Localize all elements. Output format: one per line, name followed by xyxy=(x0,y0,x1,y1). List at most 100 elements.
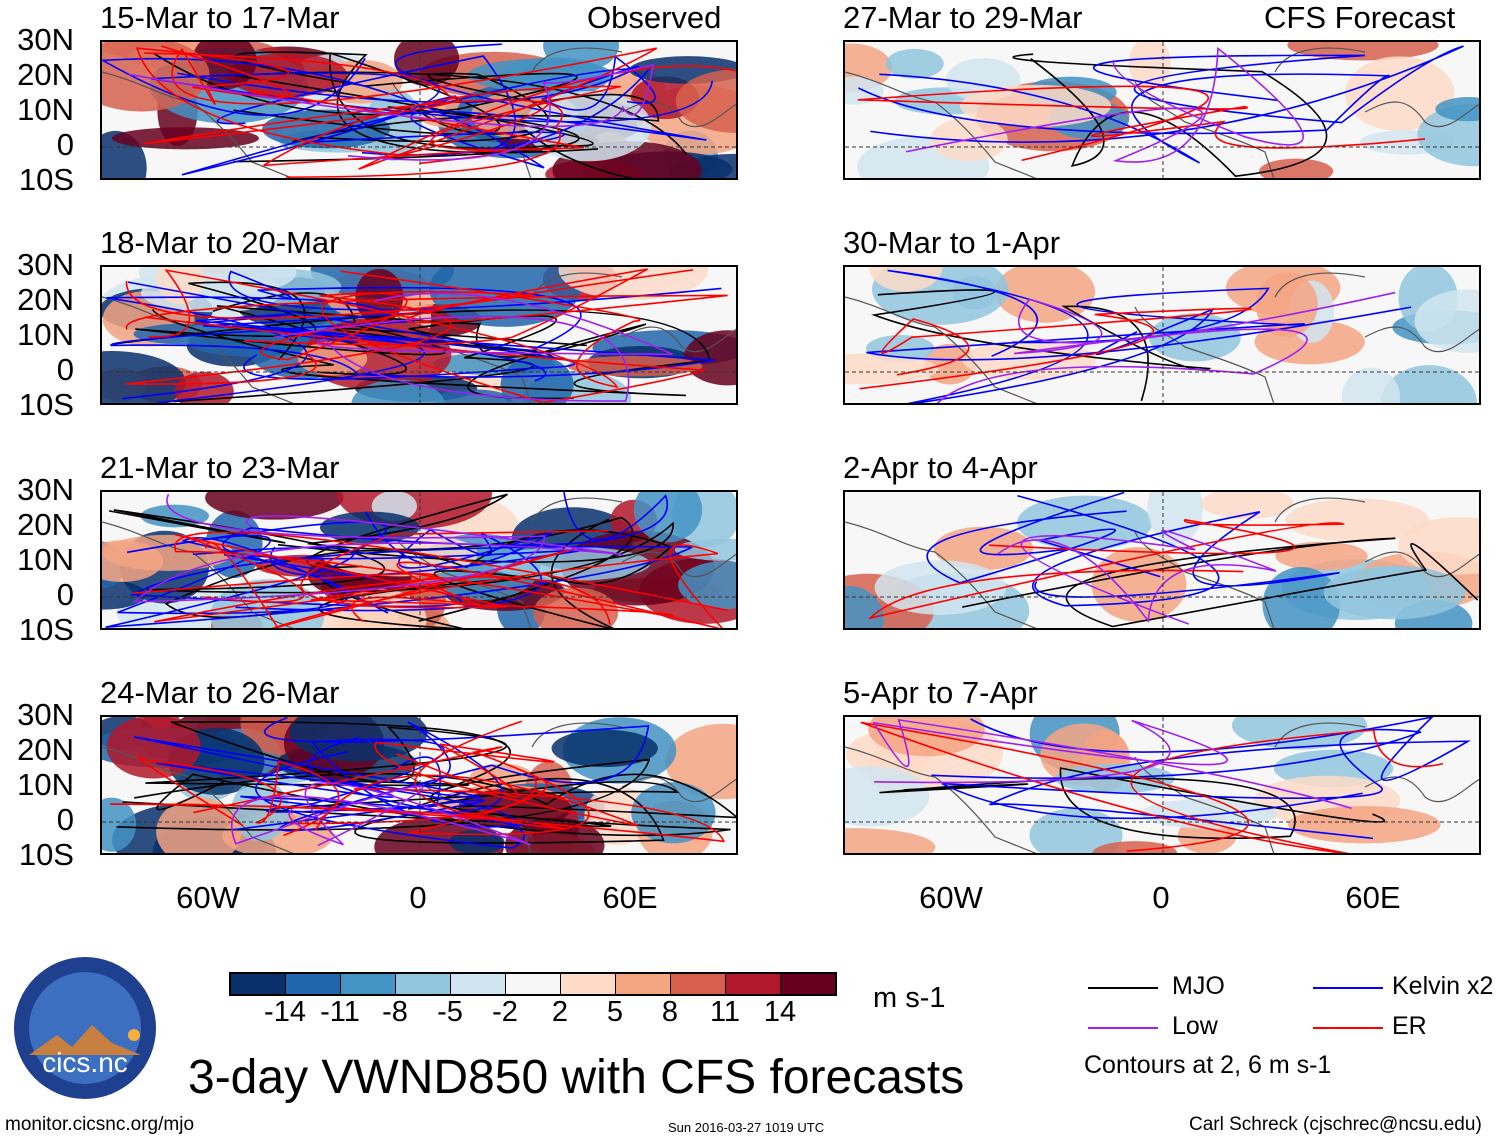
colorbar-swatch xyxy=(341,974,396,994)
contour-line xyxy=(173,315,587,403)
observed-map-panel xyxy=(100,715,738,855)
coastline xyxy=(102,272,736,403)
footer-author: Carl Schreck (cjschrec@ncsu.edu) xyxy=(1189,1114,1482,1135)
contour-line xyxy=(1017,494,1340,607)
footer-timestamp: Sun 2016-03-27 1019 UTC xyxy=(668,1120,825,1135)
contour-line xyxy=(135,45,552,156)
contour-line xyxy=(195,313,576,382)
lon-label: 60W xyxy=(176,880,240,915)
contour-line xyxy=(271,544,724,628)
colorbar-tick-label: -14 xyxy=(264,996,306,1028)
anomaly-shading xyxy=(1140,798,1278,829)
anomaly-shading xyxy=(1092,841,1178,853)
anomaly-shading xyxy=(1201,492,1294,520)
lat-label: 10N xyxy=(17,542,74,577)
contour-line xyxy=(857,85,1426,162)
colorbar-swatch xyxy=(286,974,341,994)
contour-line xyxy=(112,309,711,397)
contour-line xyxy=(145,721,512,788)
colorbar xyxy=(229,972,837,996)
anomaly-shading xyxy=(1147,492,1203,545)
lon-label: 60W xyxy=(919,880,983,915)
anomaly-shading xyxy=(1149,313,1241,362)
coastline xyxy=(845,497,1479,628)
anomaly-shading xyxy=(933,526,1034,571)
contour-line xyxy=(216,305,647,400)
contour-line xyxy=(872,718,1352,810)
anomaly-shading xyxy=(102,797,137,852)
contour-line xyxy=(102,43,707,169)
footer-url[interactable]: monitor.cicsnc.org/mjo xyxy=(5,1114,195,1135)
contour-line xyxy=(230,782,532,847)
contour-line xyxy=(133,736,521,826)
contour-line xyxy=(1012,53,1328,177)
contour-line xyxy=(887,269,1215,403)
contour-line xyxy=(314,741,639,832)
contour-line xyxy=(193,746,590,836)
contour-line xyxy=(117,521,389,615)
legend-label-mjo: MJO xyxy=(1172,972,1225,1000)
anomaly-shading xyxy=(1380,365,1477,403)
anomaly-shading xyxy=(567,355,703,377)
lat-label: 10S xyxy=(18,387,74,422)
colorbar-swatch xyxy=(506,974,561,994)
lat-label: 30N xyxy=(17,247,74,282)
colorbar-swatch xyxy=(671,974,726,994)
colorbar-tick-label: 11 xyxy=(709,996,741,1028)
forecast-map-panel xyxy=(843,715,1481,855)
lat-label: 30N xyxy=(17,472,74,507)
panel-title: 21-Mar to 23-Mar xyxy=(100,450,340,485)
anomaly-shading xyxy=(1255,272,1318,337)
colorbar-tick-label: 14 xyxy=(763,996,797,1028)
colorbar-tick-label: -2 xyxy=(492,996,518,1028)
forecast-map-panel xyxy=(843,40,1481,180)
anomaly-shading xyxy=(551,729,658,768)
lat-label: 10N xyxy=(17,317,74,352)
contour-line xyxy=(997,529,1277,625)
colorbar-swatch xyxy=(781,974,835,994)
anomaly-shading xyxy=(994,267,1095,323)
observed-map-panel xyxy=(100,40,738,180)
logo-text: cics.nc xyxy=(42,1047,128,1078)
contour-line xyxy=(109,720,726,843)
observed-map-panel xyxy=(100,490,738,630)
contour-line xyxy=(148,269,641,389)
lat-label: 10N xyxy=(17,767,74,802)
contour-line xyxy=(233,52,687,155)
contour-line xyxy=(273,292,673,402)
contour-line xyxy=(867,518,1346,620)
panel-title: 30-Mar to 1-Apr xyxy=(843,225,1061,260)
contour-line xyxy=(962,537,1479,628)
anomaly-shading xyxy=(205,492,344,520)
contour-line xyxy=(860,721,1444,853)
lat-label: 20N xyxy=(17,507,74,542)
lon-label: 60E xyxy=(602,880,658,915)
contour-line xyxy=(858,73,1391,164)
anomaly-shading xyxy=(106,717,201,779)
anomaly-shading xyxy=(675,69,736,133)
anomaly-shading xyxy=(923,343,976,385)
anomaly-shading xyxy=(156,267,204,304)
contour-note: Contours at 2, 6 m s-1 xyxy=(1084,1051,1332,1079)
coastline xyxy=(845,722,1479,853)
contour-line xyxy=(233,717,650,832)
anomaly-shading xyxy=(1414,289,1479,353)
legend-line-kelvin xyxy=(1313,987,1383,989)
colorbar-swatch xyxy=(616,974,671,994)
anomaly-shading xyxy=(845,353,939,385)
anomaly-shading xyxy=(869,267,943,292)
contour-line xyxy=(240,721,525,849)
anomaly-shading xyxy=(664,723,736,800)
figure-title: 3-day VWND850 with CFS forecasts xyxy=(188,1051,965,1104)
colorbar-unit: m s-1 xyxy=(873,982,946,1014)
panel-title: 5-Apr to 7-Apr xyxy=(843,675,1038,710)
lat-label: 30N xyxy=(17,697,74,732)
colorbar-swatch xyxy=(726,974,781,994)
contour-line xyxy=(871,289,1212,402)
panel-title: 24-Mar to 26-Mar xyxy=(100,675,340,710)
lon-label: 60E xyxy=(1345,880,1401,915)
anomaly-shading xyxy=(102,351,186,403)
observed-label: Observed xyxy=(587,0,722,35)
lat-label: 10N xyxy=(17,92,74,127)
panel-title: 27-Mar to 29-Mar xyxy=(843,0,1083,35)
